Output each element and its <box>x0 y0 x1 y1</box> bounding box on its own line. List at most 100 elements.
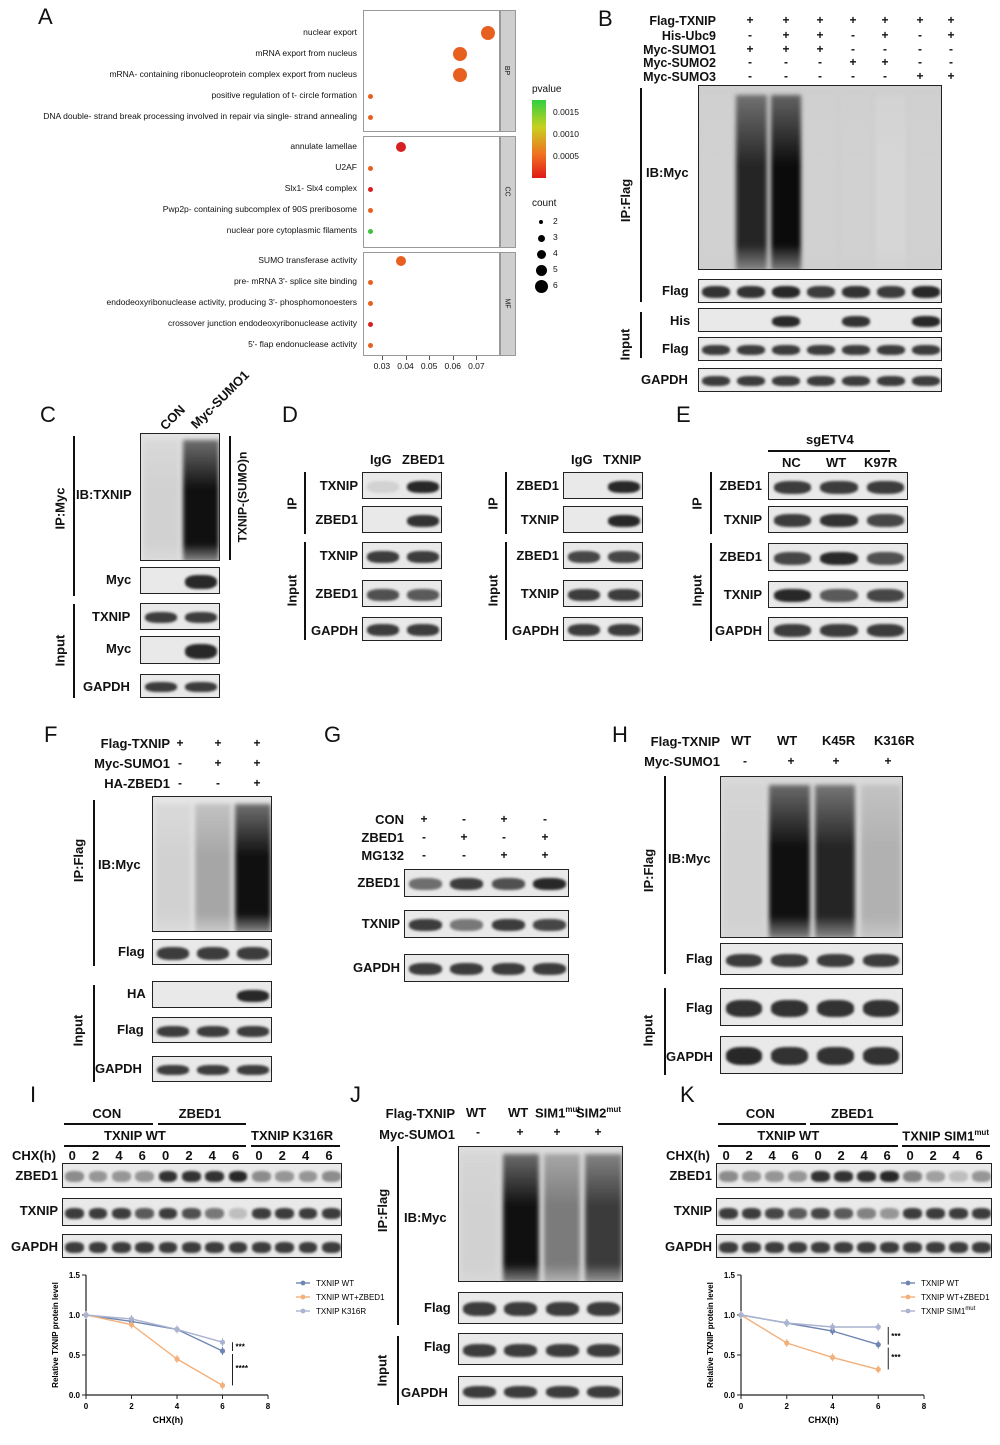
band <box>876 286 905 298</box>
treatment-mark: - <box>818 69 822 83</box>
band <box>817 999 854 1017</box>
ib-myc-label: IB:Myc <box>98 857 141 872</box>
pvalue-tick: 0.0010 <box>553 129 579 139</box>
time-point: 2 <box>745 1148 753 1163</box>
treatment-mark: - <box>462 812 466 826</box>
treatment-mark: + <box>947 69 955 83</box>
y-tick-label: 1.5 <box>69 1271 81 1280</box>
band <box>185 574 217 589</box>
d-left-blot-zbed1 <box>362 580 442 607</box>
panel-label-a: A <box>38 4 53 29</box>
treatment-mark: + <box>541 848 549 862</box>
band <box>765 1207 784 1219</box>
d-left-ip-label: IP <box>284 496 300 510</box>
band <box>157 1065 189 1075</box>
g-row-label: ZBED1 <box>357 875 400 890</box>
g-blot-gapdh <box>404 954 569 982</box>
enrichment-dot <box>480 25 496 41</box>
sig-label: *** <box>236 1343 246 1352</box>
ib-myc-smear <box>720 776 903 938</box>
treatment-mark: + <box>881 55 889 69</box>
go-term-label: U2AF <box>335 162 357 172</box>
band <box>788 1171 807 1182</box>
count-dot <box>534 279 548 293</box>
panelI-con-header: CON <box>92 1106 122 1121</box>
gapdh-label: GAPDH <box>401 1385 448 1400</box>
band <box>252 1241 271 1253</box>
x-tick-mark <box>429 356 431 360</box>
band <box>298 1171 318 1182</box>
panelI-wt-underline <box>64 1145 247 1147</box>
sgetv4-header: sgETV4 <box>806 432 854 447</box>
legend-superscript: mut <box>965 1306 975 1312</box>
band <box>135 1207 154 1219</box>
panelK-row-label: GAPDH <box>665 1239 712 1254</box>
legend-marker <box>300 1294 306 1300</box>
flag-input-label: Flag <box>662 341 689 356</box>
band <box>237 1065 269 1075</box>
treatment-mark: - <box>502 830 506 844</box>
treatment-mark: - <box>422 848 426 862</box>
d-right-row-label: TXNIP <box>520 586 559 601</box>
time-point: 4 <box>768 1148 776 1163</box>
band <box>880 1241 899 1253</box>
band <box>185 682 217 692</box>
panelK-row-label: TXNIP <box>673 1203 712 1218</box>
band <box>586 1386 620 1398</box>
smear-lane <box>735 95 767 269</box>
band <box>880 1171 899 1182</box>
input-bracket <box>73 604 75 698</box>
x-axis-label: CHX(h) <box>808 1415 839 1425</box>
band <box>252 1171 271 1182</box>
treatment-mark: + <box>420 812 428 826</box>
gapdh-blot <box>698 368 942 392</box>
band <box>867 623 905 637</box>
myc-sumo1-label: Myc-SUMO1 <box>644 754 720 769</box>
band <box>463 1343 497 1357</box>
band <box>88 1171 108 1182</box>
enrichment-dot <box>367 114 373 120</box>
band <box>182 1241 201 1253</box>
x-tick-label: 0.04 <box>397 361 414 371</box>
ip-myc-label: IP:Myc <box>52 487 68 529</box>
treatment-mark: - <box>748 55 752 69</box>
time-point: 4 <box>208 1148 216 1163</box>
band <box>407 480 439 493</box>
ib-myc-label: IB:Myc <box>646 165 689 180</box>
h-col-label: K45R <box>822 733 856 748</box>
band <box>880 1207 899 1219</box>
facet-strip <box>500 136 516 248</box>
go-term-label: pre- mRNA 3'- splice site binding <box>233 276 357 286</box>
band <box>817 1047 854 1065</box>
ip-flag-label: IP:Flag <box>640 848 656 892</box>
d-right-blot-gapdh <box>563 617 643 641</box>
band <box>811 1171 830 1182</box>
band <box>949 1207 968 1219</box>
count-dot <box>538 219 544 225</box>
y-tick-label: 0.5 <box>69 1351 81 1360</box>
enrichment-dot <box>367 279 373 285</box>
myc-label: Myc <box>106 572 132 587</box>
smear-lane <box>701 95 732 269</box>
panel-label-e: E <box>676 402 691 427</box>
band <box>857 1171 876 1182</box>
band <box>773 589 811 602</box>
legend-marker <box>905 1280 911 1286</box>
superscript: mut <box>974 1128 989 1137</box>
go-term-label: positive regulation of t- circle formati… <box>211 90 357 100</box>
treatment-mark: - <box>883 42 887 56</box>
col-k97r: K97R <box>864 455 898 470</box>
time-point: 4 <box>115 1148 123 1163</box>
x-tick-label: 4 <box>830 1402 835 1411</box>
d-right-input-label: Input <box>485 574 501 606</box>
band <box>298 1241 318 1253</box>
band <box>237 946 269 960</box>
band <box>926 1207 945 1219</box>
treatment-mark: + <box>881 13 889 27</box>
band <box>491 963 525 975</box>
x-tick-label: 0 <box>84 1402 89 1411</box>
count-dot <box>536 249 546 259</box>
treatment-mark: - <box>462 848 466 862</box>
d-right-blot-txnip <box>563 506 643 533</box>
x-tick-label: 2 <box>785 1402 790 1411</box>
